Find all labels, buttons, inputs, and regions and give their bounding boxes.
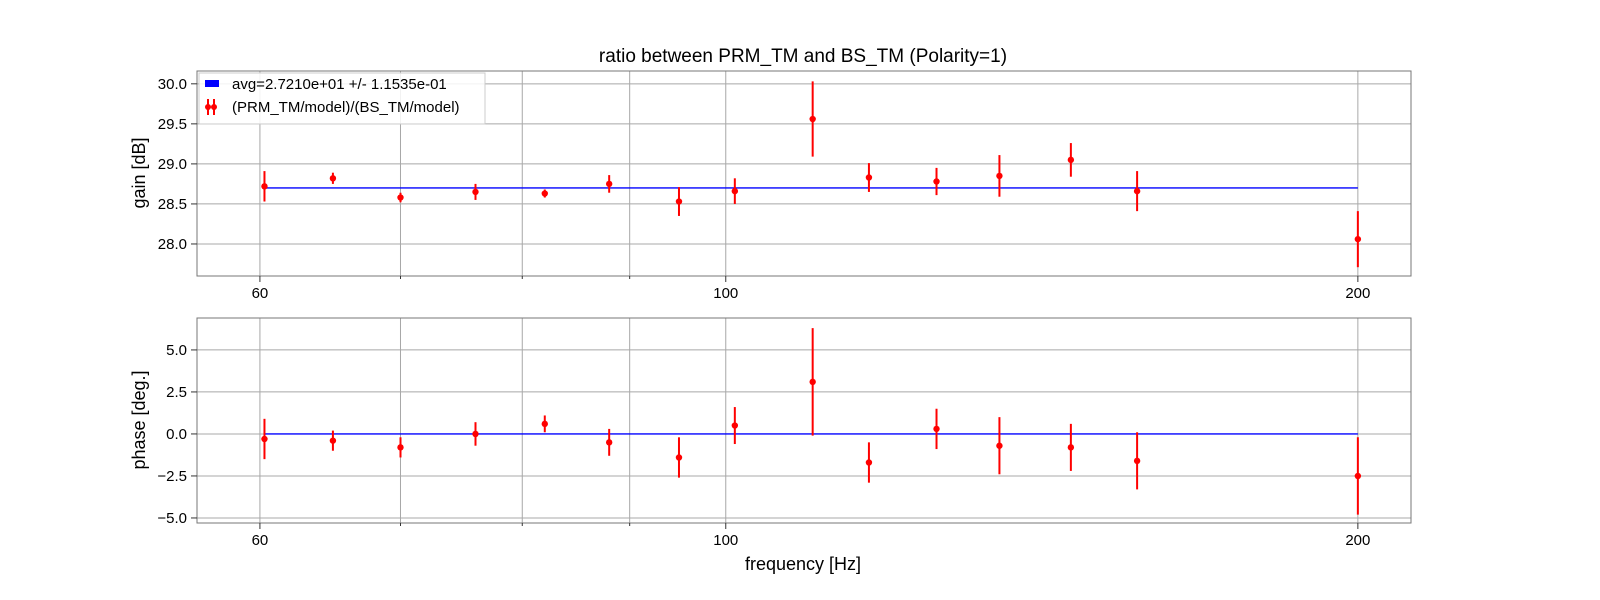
gain-data-point	[541, 190, 548, 197]
phase-data-point	[865, 459, 873, 466]
gain-y-tick-label: 28.5	[158, 196, 187, 213]
gain-data-point	[605, 180, 613, 188]
phase-data-point	[675, 454, 683, 461]
phase-x-tick-label: 100	[713, 532, 738, 549]
gain-x-tick-label: 60	[252, 285, 269, 302]
gain-y-tick-label: 28.0	[158, 236, 187, 253]
gain-y-tick-label: 29.5	[158, 116, 187, 133]
phase-y-axis-label: phase [deg.]	[129, 370, 149, 469]
phase-data-point	[261, 435, 268, 443]
legend-avg-swatch	[205, 80, 219, 87]
phase-y-tick-label: −2.5	[157, 468, 187, 485]
gain-data-point	[472, 188, 479, 196]
gain-y-tick-label: 29.0	[158, 156, 187, 173]
gain-data-point	[865, 174, 873, 181]
phase-data-point	[996, 442, 1003, 449]
phase-y-tick-label: −5.0	[157, 510, 187, 527]
phase-data-point	[1354, 472, 1362, 480]
phase-data-point	[329, 437, 337, 444]
gain-data-point	[996, 172, 1003, 180]
legend-box	[198, 72, 486, 125]
gain-data-point	[675, 198, 683, 205]
phase-y-tick-label: 0.0	[166, 426, 187, 443]
gain-y-axis-label: gain [dB]	[129, 137, 149, 208]
gain-axes-frame	[196, 70, 1412, 277]
gain-data-point	[397, 194, 404, 201]
gain-panel: 60 100 200 28.0 28.5 29.0 29.5 30.0	[158, 70, 1412, 302]
gain-data-point	[933, 178, 940, 185]
phase-data-point	[933, 425, 940, 433]
phase-data-point	[472, 430, 479, 438]
phase-panel: 60 100 200 −5.0 −2.5 0.0 2.5 5.0	[157, 317, 1412, 549]
phase-data-point	[605, 439, 613, 446]
legend-avg-label: avg=2.7210e+01 +/- 1.1535e-01	[232, 76, 447, 93]
x-axis-label: frequency [Hz]	[745, 554, 861, 574]
phase-y-tick-label: 5.0	[166, 342, 187, 359]
gain-data-point	[809, 115, 816, 123]
phase-data-point	[1133, 457, 1141, 465]
gain-data-point	[1133, 187, 1141, 195]
phase-data-point	[809, 378, 816, 386]
gain-data-point	[1354, 235, 1362, 243]
phase-data-point	[731, 422, 739, 429]
gain-data-point	[1067, 156, 1075, 164]
phase-data-point	[1067, 444, 1075, 451]
phase-data-point	[541, 420, 548, 428]
phase-y-tick-label: 2.5	[166, 384, 187, 401]
chart-title: ratio between PRM_TM and BS_TM (Polarity…	[599, 46, 1007, 67]
phase-x-tick-label: 60	[252, 532, 269, 549]
gain-x-tick-label: 100	[713, 285, 738, 302]
gain-data-point	[329, 175, 337, 182]
phase-axes-frame	[196, 317, 1412, 524]
phase-plot-area	[197, 318, 1411, 523]
gain-x-tick-label: 200	[1345, 285, 1370, 302]
legend-ratio-label: (PRM_TM/model)/(BS_TM/model)	[232, 99, 460, 116]
gain-y-tick-label: 30.0	[158, 76, 187, 93]
phase-data-point	[397, 444, 404, 451]
legend-errorbar-swatch	[205, 99, 217, 115]
gain-data-point	[261, 183, 268, 190]
gain-data-point	[731, 187, 739, 195]
phase-x-tick-label: 200	[1345, 532, 1370, 549]
legend: avg=2.7210e+01 +/- 1.1535e-01 (PRM_TM/mo…	[198, 72, 486, 125]
